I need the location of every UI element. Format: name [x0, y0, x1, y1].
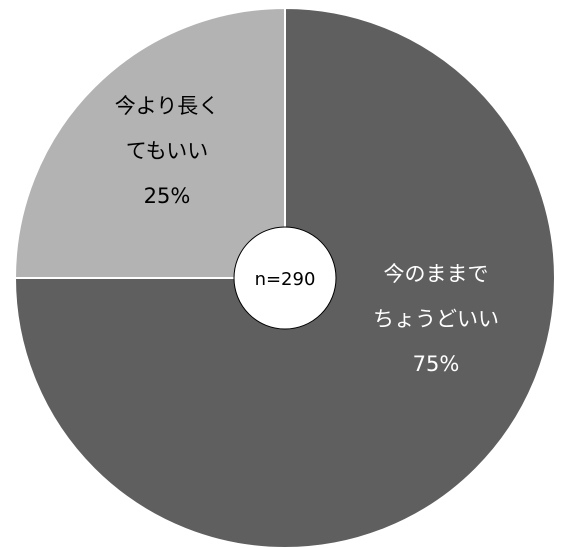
sample-size-label: n=290 — [255, 269, 316, 290]
slice-value-label-1: 25% — [144, 184, 191, 208]
slice-label-1-line-0: 今より長く — [115, 94, 220, 118]
center-hole — [233, 226, 337, 330]
slice-label-1-line-1: てもいい — [126, 139, 209, 163]
slice-label-0-line-0: 今のままで — [384, 262, 489, 286]
pie-outline — [14, 7, 556, 548]
slice-label-0-line-1: ちょうどいい — [373, 307, 499, 331]
slice-value-label-0: 75% — [413, 352, 460, 376]
